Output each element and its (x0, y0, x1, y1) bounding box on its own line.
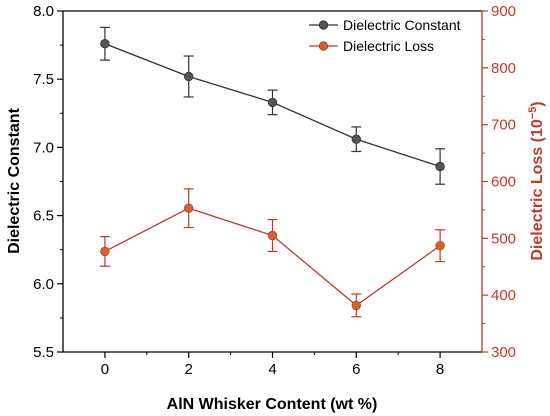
right-axis-title-exponent: −5 (527, 107, 539, 120)
right-axis-title: Dielectric Loss (10−5) (527, 101, 546, 260)
left-tick-label: 8.0 (33, 3, 54, 20)
series-dielectric-constant (99, 26, 446, 185)
x-axis-title: AlN Whisker Content (wt %) (167, 396, 378, 413)
right-tick-label: 900 (491, 3, 516, 20)
data-point-dielectric-constant (267, 97, 278, 108)
right-tick-label: 300 (491, 344, 516, 361)
data-point-dielectric-loss (435, 241, 445, 251)
left-tick-label: 5.5 (33, 344, 54, 361)
data-point-dielectric-loss (267, 230, 278, 241)
left-tick-label: 6.0 (33, 276, 54, 293)
right-tick-label: 400 (491, 287, 516, 304)
x-tick-label: 2 (185, 361, 193, 378)
data-point-dielectric-constant (183, 71, 194, 82)
legend-marker-dielectric-loss (318, 41, 329, 51)
data-point-dielectric-loss (183, 203, 194, 213)
right-tick-label: 500 (491, 230, 516, 247)
x-tick-label: 8 (436, 361, 444, 378)
data-point-dielectric-constant (435, 161, 445, 172)
left-tick-label: 7.5 (33, 71, 54, 88)
series-layer (99, 26, 446, 318)
x-tick-label: 6 (352, 361, 360, 378)
right-axis-title-close: ) (529, 101, 546, 106)
data-point-dielectric-loss (100, 246, 110, 257)
left-tick-label: 6.5 (33, 208, 54, 225)
legend: Dielectric Constant Dielectric Loss (309, 17, 461, 54)
data-point-dielectric-constant (100, 39, 110, 49)
right-axis-title-main: Dielectric Loss (10 (529, 119, 546, 261)
series-dielectric-loss (99, 188, 446, 318)
x-tick-label: 0 (101, 361, 109, 378)
data-point-dielectric-constant (351, 134, 362, 144)
right-tick-label: 800 (491, 60, 516, 77)
x-tick-label: 4 (268, 361, 276, 378)
x-axis-ticks: 0 2 4 6 8 (101, 352, 444, 378)
legend-label-dielectric-loss: Dielectric Loss (343, 38, 434, 54)
legend-marker-dielectric-constant (318, 20, 329, 30)
right-tick-label: 700 (491, 117, 516, 134)
left-axis-title: Dielectric Constant (6, 107, 23, 253)
right-tick-label: 600 (491, 174, 516, 191)
left-tick-label: 7.0 (33, 139, 54, 156)
legend-label-dielectric-constant: Dielectric Constant (343, 17, 461, 33)
data-point-dielectric-loss (351, 300, 362, 311)
left-axis-ticks: 5.5 6.0 6.5 7.0 7.5 8.0 (33, 3, 63, 361)
right-axis-ticks: 300 400 500 600 700 800 900 (482, 3, 516, 361)
